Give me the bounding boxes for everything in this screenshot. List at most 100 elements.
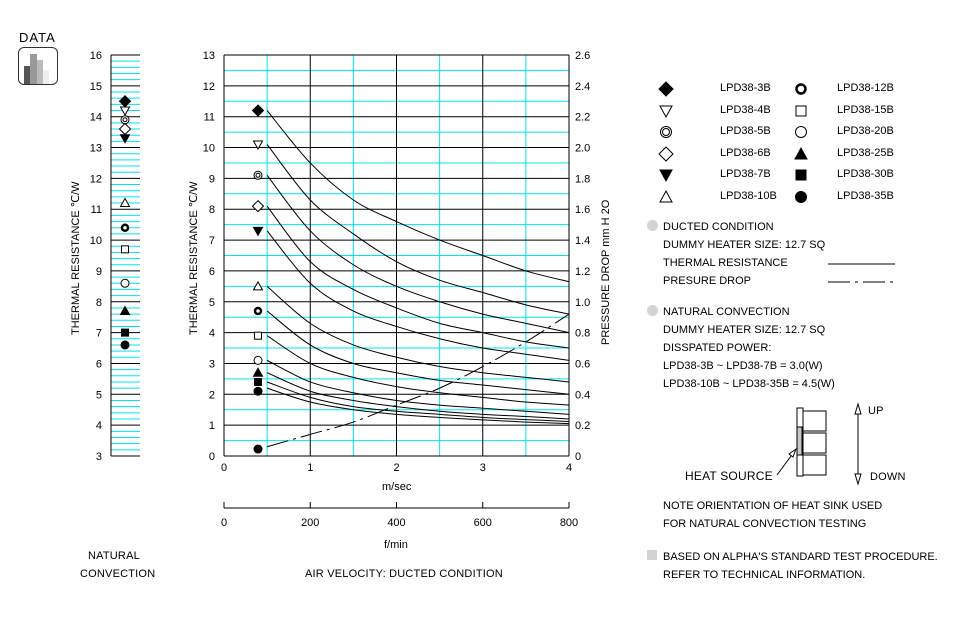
svg-text:5: 5 bbox=[96, 389, 102, 401]
svg-text:0: 0 bbox=[221, 462, 227, 474]
ducted-notes: DUCTED CONDITION DUMMY HEATER SIZE: 12.7… bbox=[647, 218, 826, 290]
legend-label: LPD38-25B bbox=[837, 146, 894, 159]
heat-sink-diagram bbox=[776, 402, 862, 486]
curve-lpd38-35b bbox=[266, 387, 570, 425]
svg-text:9: 9 bbox=[209, 173, 215, 185]
filled-square-icon bbox=[254, 377, 262, 386]
svg-text:11: 11 bbox=[91, 204, 102, 216]
svg-text:0.2: 0.2 bbox=[575, 420, 590, 432]
svg-text:0: 0 bbox=[221, 517, 227, 529]
ducted-title-row: DUCTED CONDITION bbox=[647, 218, 825, 236]
svg-text:2.4: 2.4 bbox=[575, 81, 590, 93]
filled-circle-icon bbox=[120, 340, 130, 350]
svg-text:1.4: 1.4 bbox=[575, 235, 590, 247]
svg-text:9: 9 bbox=[96, 266, 102, 278]
legend-label: LPD38-30B bbox=[837, 168, 894, 180]
natural-heater-size: DUMMY HEATER SIZE: 12.7 SQ bbox=[663, 324, 826, 336]
svg-text:11: 11 bbox=[204, 112, 215, 124]
thermal-resistance-legend-label: THERMAL RESISTANCE bbox=[663, 257, 788, 269]
bullet-icon bbox=[647, 305, 658, 316]
open-down-triangle-icon bbox=[252, 140, 264, 150]
procedure-line-1: BASED ON ALPHA'S STANDARD TEST PROCEDURE… bbox=[647, 548, 938, 566]
open-down-triangle-icon bbox=[119, 106, 131, 117]
natural-footer-line1: NATURAL bbox=[88, 550, 140, 562]
filled-square-icon bbox=[121, 328, 129, 337]
legend-label: LPD38-6B bbox=[720, 146, 771, 159]
legend-label: LPD38-35B bbox=[837, 189, 894, 202]
curve-lpd38-7b bbox=[266, 230, 570, 361]
svg-text:2: 2 bbox=[209, 389, 215, 401]
svg-text:0: 0 bbox=[575, 451, 581, 463]
open-square-icon bbox=[121, 245, 129, 254]
svg-text:200: 200 bbox=[301, 517, 319, 529]
natural-notes: NATURAL CONVECTION DUMMY HEATER SIZE: 12… bbox=[647, 303, 835, 393]
legend-label: LPD38-20B bbox=[837, 125, 894, 137]
double-circle-icon bbox=[253, 170, 263, 180]
svg-text:0.6: 0.6 bbox=[575, 358, 590, 370]
natural-convection-y-label: THERMAL RESISTANCE ℃/W bbox=[70, 181, 82, 335]
svg-text:2.0: 2.0 bbox=[575, 143, 590, 155]
filled-circle-icon bbox=[253, 444, 263, 454]
down-arrow-icon bbox=[854, 473, 862, 486]
legend-label: LPD38-12B bbox=[837, 82, 894, 94]
svg-text:1: 1 bbox=[209, 420, 215, 432]
orientation-note: NOTE ORIENTATION OF HEAT SINK USED FOR N… bbox=[663, 497, 882, 533]
open-down-triangle-icon bbox=[659, 105, 673, 118]
svg-text:13: 13 bbox=[203, 50, 215, 62]
up-label: UP bbox=[868, 405, 884, 417]
up-arrow-icon bbox=[854, 402, 862, 415]
svg-text:0.4: 0.4 bbox=[575, 389, 590, 401]
svg-text:10: 10 bbox=[90, 235, 102, 247]
svg-text:4: 4 bbox=[566, 462, 572, 474]
curve-lpd38-15b bbox=[266, 335, 570, 406]
curve-lpd38-3b bbox=[266, 110, 570, 283]
svg-text:1.6: 1.6 bbox=[575, 204, 590, 216]
curve-lpd38-12b bbox=[266, 310, 570, 395]
curve-lpd38-5b bbox=[266, 174, 570, 334]
svg-text:8: 8 bbox=[209, 204, 215, 216]
filled-circle-icon bbox=[253, 386, 263, 396]
svg-text:0.8: 0.8 bbox=[575, 328, 590, 340]
svg-text:10: 10 bbox=[203, 143, 215, 155]
fmin-secondary-axis: 0 200 400 600 800 bbox=[221, 502, 578, 529]
filled-up-triangle-icon bbox=[794, 146, 808, 159]
legend-label: LPD38-5B bbox=[720, 125, 771, 137]
legend-label: LPD38-10B bbox=[720, 189, 777, 202]
svg-text:15: 15 bbox=[90, 81, 102, 93]
open-circle-icon bbox=[795, 126, 807, 138]
svg-text:2.2: 2.2 bbox=[575, 112, 590, 124]
svg-text:4: 4 bbox=[96, 420, 102, 432]
legend-label: LPD38-15B bbox=[837, 103, 894, 116]
x-axis-label-ms: m/sec bbox=[382, 481, 412, 493]
open-square-icon bbox=[795, 105, 807, 116]
svg-text:1.8: 1.8 bbox=[575, 173, 590, 185]
open-diamond-icon bbox=[658, 145, 674, 162]
open-up-triangle-icon bbox=[659, 189, 673, 202]
svg-text:6: 6 bbox=[209, 266, 215, 278]
dissipated-power-label: DISSPATED POWER: bbox=[663, 342, 772, 354]
filled-diamond-icon bbox=[658, 81, 674, 97]
legend-label: LPD38-7B bbox=[720, 168, 771, 180]
svg-text:16: 16 bbox=[90, 50, 102, 62]
curve-lpd38-30b bbox=[266, 381, 570, 422]
filled-diamond-icon bbox=[251, 104, 265, 117]
curve-lpd38-4b bbox=[266, 144, 570, 315]
curve-lpd38-25b bbox=[266, 372, 570, 420]
filled-down-triangle-icon bbox=[659, 169, 673, 183]
ducted-heater-size: DUMMY HEATER SIZE: 12.7 SQ bbox=[663, 239, 826, 251]
svg-text:0: 0 bbox=[209, 451, 215, 463]
svg-text:7: 7 bbox=[96, 328, 102, 340]
ducted-title: DUCTED CONDITION bbox=[663, 221, 774, 233]
natural-footer-line2: CONVECTION bbox=[80, 568, 156, 580]
curve-lpd38-20b bbox=[266, 359, 570, 415]
filled-down-triangle-icon bbox=[119, 134, 131, 144]
ducted-chart-markers bbox=[251, 104, 265, 454]
thick-ring-icon bbox=[795, 83, 807, 95]
pressure-drop-legend-label: PRESURE DROP bbox=[663, 275, 752, 287]
svg-text:3: 3 bbox=[209, 358, 215, 370]
open-up-triangle-icon bbox=[252, 280, 264, 291]
svg-text:5: 5 bbox=[209, 297, 215, 309]
ducted-y-label-right: PRESSURE DROP mm H 2O bbox=[600, 199, 612, 345]
ducted-chart-grid bbox=[223, 54, 570, 457]
